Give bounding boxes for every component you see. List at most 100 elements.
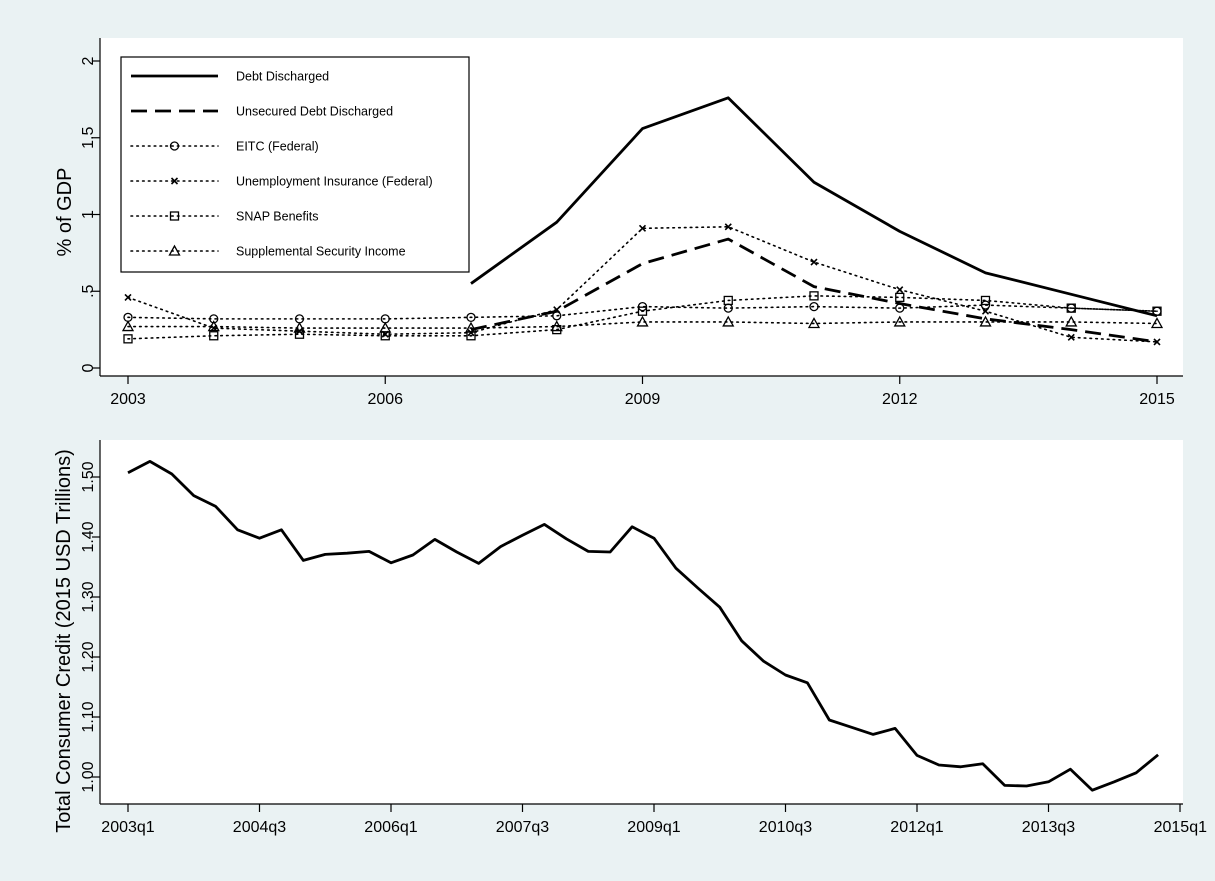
series-line bbox=[470, 237, 1158, 344]
data-point-marker bbox=[723, 295, 733, 306]
bottom-x-tick-label: 2009q1 bbox=[627, 819, 680, 836]
legend-label: Debt Discharged bbox=[236, 70, 329, 84]
data-point-marker bbox=[466, 312, 476, 322]
top-x-tick-label: 2009 bbox=[625, 391, 661, 408]
data-point-marker bbox=[209, 331, 219, 341]
data-point-marker bbox=[295, 327, 304, 335]
legend-label: EITC (Federal) bbox=[236, 140, 319, 154]
top-x-ticks: 2003 2006 2009 2012 2015 bbox=[110, 376, 1175, 408]
legend-marker bbox=[170, 177, 179, 185]
bottom-x-tick-label: 2015q1 bbox=[1154, 819, 1207, 836]
top-y-tick-label: 2 bbox=[80, 56, 97, 65]
legend-label: Supplemental Security Income bbox=[236, 245, 406, 259]
legend-box bbox=[120, 56, 470, 273]
top-y-axis-title: % of GDP bbox=[54, 168, 76, 257]
top-y-tick-label: .5 bbox=[80, 284, 97, 297]
data-point-marker bbox=[980, 295, 991, 306]
series-consumer-credit bbox=[127, 459, 1159, 792]
legend-item-unsecured-debt-discharged: Unsecured Debt Discharged bbox=[131, 105, 393, 119]
series-line bbox=[127, 321, 1158, 329]
data-point-marker bbox=[724, 223, 732, 231]
data-point-marker bbox=[124, 293, 132, 301]
data-point-marker bbox=[1066, 303, 1076, 313]
top-x-tick-label: 2015 bbox=[1139, 391, 1175, 408]
legend-label: Unemployment Insurance (Federal) bbox=[236, 175, 433, 189]
legend-label: SNAP Benefits bbox=[236, 210, 318, 224]
bottom-series-layer bbox=[127, 459, 1159, 792]
bottom-y-tick-label: 1.30 bbox=[80, 581, 97, 612]
bottom-plot-area bbox=[100, 440, 1183, 804]
series-debt-discharged bbox=[470, 96, 1158, 318]
legend-item-debt-discharged: Debt Discharged bbox=[131, 70, 329, 84]
legend-label: Unsecured Debt Discharged bbox=[236, 105, 393, 119]
bottom-y-ticks: 1.00 1.10 1.20 1.30 1.40 1.50 bbox=[80, 461, 100, 793]
top-x-tick-label: 2003 bbox=[110, 391, 146, 408]
data-point-marker bbox=[895, 292, 905, 303]
bottom-y-tick-label: 1.40 bbox=[80, 521, 97, 552]
data-point-marker bbox=[121, 320, 135, 332]
legend-item-eitc-federal: EITC (Federal) bbox=[130, 140, 319, 154]
data-point-marker bbox=[553, 306, 561, 314]
series-unsecured-debt-discharged bbox=[470, 237, 1158, 344]
top-series-layer bbox=[121, 96, 1164, 346]
bottom-x-ticks: 2003q1 2004q3 2006q1 2007q3 2009q1 2010q3 2012… bbox=[101, 804, 1207, 836]
legend-marker bbox=[169, 141, 180, 151]
top-x-tick-label: 2006 bbox=[367, 391, 403, 408]
bottom-x-tick-label: 2012q1 bbox=[890, 819, 943, 836]
data-point-marker bbox=[896, 286, 904, 294]
top-y-tick-label: 1.5 bbox=[80, 127, 97, 149]
bottom-y-tick-label: 1.20 bbox=[80, 641, 97, 672]
data-point-marker bbox=[636, 315, 649, 327]
top-y-tick-label: 1 bbox=[80, 210, 97, 219]
data-point-marker bbox=[807, 317, 821, 329]
bottom-x-tick-label: 2003q1 bbox=[101, 819, 154, 836]
data-point-marker bbox=[379, 321, 392, 333]
series-line bbox=[127, 295, 1158, 340]
data-point-marker bbox=[810, 258, 818, 266]
data-point-marker bbox=[293, 321, 306, 333]
legend-item-snap-benefits: SNAP Benefits bbox=[130, 210, 318, 224]
data-point-marker bbox=[1067, 333, 1075, 341]
legend-item-supplemental-security-income: Supplemental Security Income bbox=[130, 244, 406, 259]
bottom-y-tick-label: 1.00 bbox=[80, 761, 97, 792]
data-point-marker bbox=[1150, 317, 1164, 329]
series-line bbox=[127, 459, 1159, 792]
data-point-marker bbox=[1153, 338, 1161, 346]
top-y-ticks: 0 .5 1 1.5 2 bbox=[80, 56, 100, 372]
bottom-x-tick-label: 2004q3 bbox=[233, 819, 286, 836]
data-point-marker bbox=[809, 301, 819, 312]
data-point-marker bbox=[895, 303, 905, 313]
legend: Debt Discharged Unsecured Debt Discharged… bbox=[120, 56, 470, 273]
bottom-y-axis-title: Total Consumer Credit (2015 USD Trillion… bbox=[53, 449, 75, 832]
data-point-marker bbox=[722, 315, 735, 327]
legend-item-unemployment-insurance-federal: Unemployment Insurance (Federal) bbox=[130, 175, 433, 189]
bottom-y-tick-label: 1.50 bbox=[80, 461, 97, 492]
data-point-marker bbox=[637, 306, 648, 316]
top-y-tick-label: 0 bbox=[80, 363, 97, 372]
series-snap-benefits bbox=[123, 291, 1162, 344]
data-point-marker bbox=[981, 307, 990, 315]
bottom-y-tick-label: 1.10 bbox=[80, 701, 97, 732]
bottom-x-tick-label: 2006q1 bbox=[364, 819, 417, 836]
bottom-x-tick-label: 2010q3 bbox=[759, 819, 812, 836]
data-point-marker bbox=[1152, 306, 1162, 316]
bottom-x-tick-label: 2013q3 bbox=[1022, 819, 1075, 836]
data-point-marker bbox=[893, 315, 906, 327]
series-line bbox=[470, 96, 1158, 318]
data-point-marker bbox=[123, 334, 133, 344]
data-point-marker bbox=[552, 311, 562, 321]
legend-marker bbox=[168, 244, 181, 256]
data-point-marker bbox=[550, 320, 563, 332]
data-point-marker bbox=[638, 224, 647, 232]
data-point-marker bbox=[294, 329, 305, 339]
series-supplemental-security-income bbox=[121, 315, 1164, 333]
data-point-marker bbox=[1065, 315, 1078, 327]
legend-items: Debt Discharged Unsecured Debt Discharged… bbox=[130, 70, 433, 259]
data-point-marker bbox=[979, 315, 992, 327]
top-x-tick-label: 2012 bbox=[882, 391, 918, 408]
bottom-x-tick-label: 2007q3 bbox=[496, 819, 549, 836]
data-point-marker bbox=[809, 291, 819, 301]
data-point-marker bbox=[207, 320, 220, 332]
data-point-marker bbox=[464, 321, 478, 333]
